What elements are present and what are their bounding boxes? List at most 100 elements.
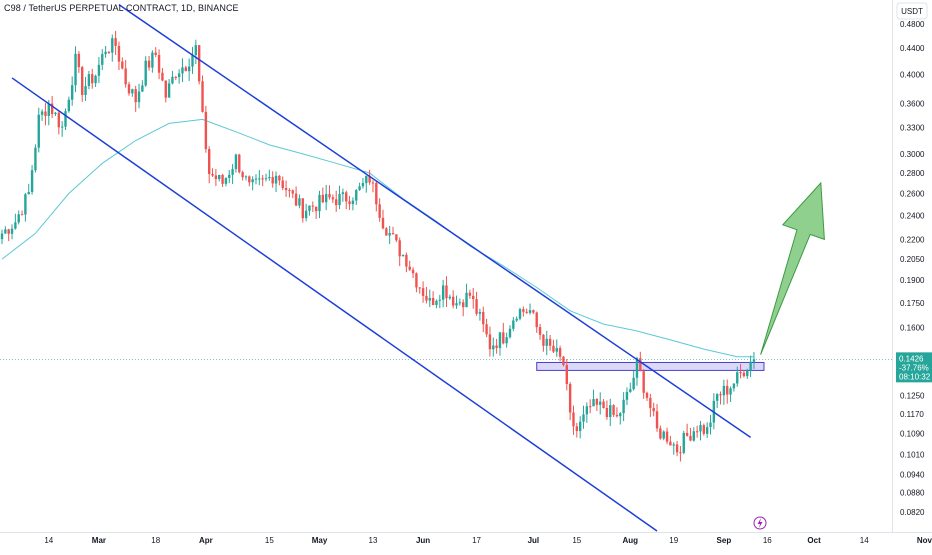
candle-body xyxy=(502,332,505,344)
candle-body xyxy=(649,397,652,409)
candle-body xyxy=(131,89,134,94)
candle-body xyxy=(472,295,475,300)
candle-body xyxy=(588,406,592,408)
time-tick-label: Nov xyxy=(917,536,932,545)
price-tick-label: 0.3600 xyxy=(900,100,925,109)
candle-body xyxy=(204,111,208,150)
candle-body xyxy=(639,358,642,372)
candle-body xyxy=(378,204,381,218)
candle-body xyxy=(224,177,228,184)
candle-body xyxy=(4,229,7,234)
candle-body xyxy=(461,302,465,308)
candle-body xyxy=(542,334,545,346)
candle-body xyxy=(545,338,548,346)
price-tick-label: 0.4800 xyxy=(900,20,925,29)
projection-arrow xyxy=(760,181,825,355)
candle-body xyxy=(181,67,184,74)
candle-body xyxy=(154,52,157,55)
time-tick-label: 19 xyxy=(669,536,678,545)
candle-body xyxy=(482,312,485,325)
candle-body xyxy=(508,328,512,338)
candles xyxy=(0,30,756,462)
candle-body xyxy=(321,194,325,203)
candle-body xyxy=(358,186,361,191)
currency-label: USDT xyxy=(901,7,923,16)
price-tick-label: 0.1090 xyxy=(900,430,925,439)
candle-body xyxy=(465,292,468,308)
candle-body xyxy=(679,452,682,454)
candle-body xyxy=(736,372,739,384)
candle-body xyxy=(635,358,639,378)
candle-body xyxy=(632,377,635,390)
candle-body xyxy=(60,126,64,128)
candle-body xyxy=(555,348,558,352)
candle-body xyxy=(401,254,405,257)
candle-body xyxy=(458,302,462,304)
price-badge-countdown: 08:10:32 xyxy=(899,372,931,381)
price-tick-label: 0.1250 xyxy=(900,392,925,401)
currency-button[interactable]: USDT xyxy=(896,2,928,20)
candle-body xyxy=(177,73,181,78)
candle-body xyxy=(141,85,144,92)
candle-body xyxy=(739,372,742,374)
candle-body xyxy=(405,254,408,267)
candle-body xyxy=(699,425,702,432)
candle-body xyxy=(191,54,194,67)
candle-body xyxy=(137,91,141,103)
candle-body xyxy=(532,310,535,313)
candle-body xyxy=(408,266,411,270)
candle-body xyxy=(10,228,14,234)
candle-body xyxy=(147,60,151,68)
candle-body xyxy=(214,175,218,180)
candle-body xyxy=(81,67,84,95)
candle-body xyxy=(57,112,61,128)
candle-body xyxy=(609,405,612,418)
candle-body xyxy=(355,190,358,201)
candle-body xyxy=(324,194,328,203)
candle-body xyxy=(241,172,244,178)
candle-body xyxy=(685,432,689,436)
moving-average-line xyxy=(1,118,754,358)
candle-body xyxy=(345,192,348,202)
candle-body xyxy=(732,383,736,389)
time-tick-label: 15 xyxy=(265,536,274,545)
candle-body xyxy=(111,38,114,53)
channel-upper-line xyxy=(118,4,752,439)
candle-body xyxy=(421,288,425,296)
candle-body xyxy=(612,405,615,415)
candle-body xyxy=(0,233,4,240)
candle-body xyxy=(615,414,619,417)
candle-body xyxy=(117,45,121,62)
candle-body xyxy=(161,72,164,81)
candle-body xyxy=(495,345,498,348)
candle-body xyxy=(30,170,34,192)
candle-body xyxy=(565,365,568,384)
time-tick-label: 14 xyxy=(44,536,53,545)
candle-body xyxy=(288,190,291,192)
time-tick-label: 16 xyxy=(763,536,772,545)
price-tick-label: 0.1600 xyxy=(900,324,925,333)
time-tick-label: Jun xyxy=(416,536,430,545)
candle-body xyxy=(709,422,712,428)
candle-body xyxy=(341,192,345,194)
candle-body xyxy=(578,421,582,432)
candle-body xyxy=(70,85,74,100)
candle-body xyxy=(522,309,525,312)
price-tick-label: 0.2800 xyxy=(900,169,925,178)
candle-body xyxy=(619,413,622,417)
candle-body xyxy=(361,183,365,187)
candle-body xyxy=(114,38,117,46)
time-axis: 14 Mar 18 Apr 15 May 13 Jun 17 Jul 15 Aug 19 Sep 16 Oct… xyxy=(44,536,932,545)
candle-body xyxy=(174,76,177,78)
candle-body xyxy=(234,154,238,170)
candle-body xyxy=(338,193,341,206)
candle-body xyxy=(391,233,395,235)
candle-body xyxy=(97,64,101,76)
candle-body xyxy=(298,198,301,206)
candle-body xyxy=(682,432,685,453)
candle-body xyxy=(669,441,672,446)
candle-body xyxy=(655,411,659,429)
